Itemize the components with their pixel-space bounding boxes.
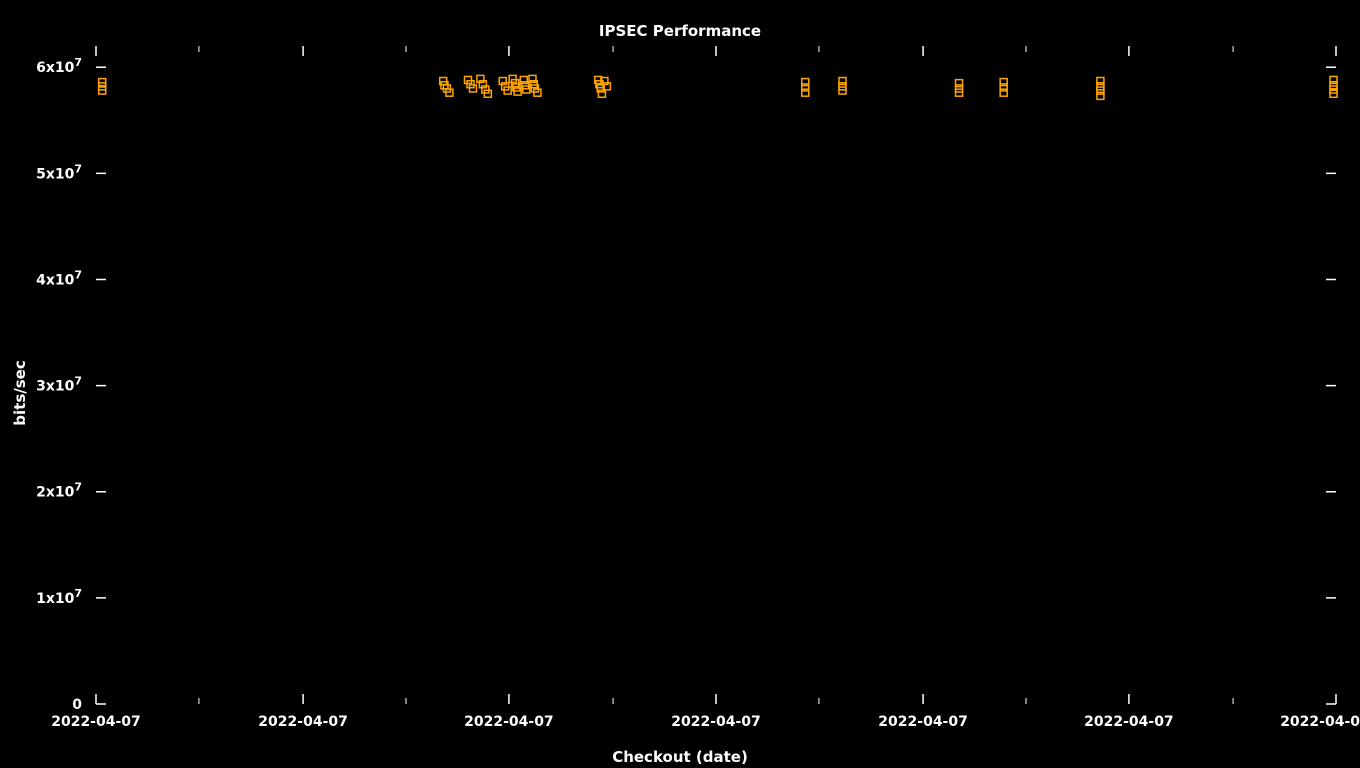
svg-text:5x107: 5x107 <box>36 162 82 182</box>
svg-text:3x107: 3x107 <box>36 375 82 395</box>
svg-text:6x107: 6x107 <box>36 56 82 76</box>
svg-text:1x107: 1x107 <box>36 587 82 607</box>
chart-container: IPSEC Performance Checkout (date) bits/s… <box>0 0 1360 768</box>
svg-text:2022-04-07: 2022-04-07 <box>464 714 554 730</box>
svg-text:4x107: 4x107 <box>36 268 82 288</box>
svg-text:2022-04-07: 2022-04-07 <box>1084 714 1174 730</box>
svg-text:2x107: 2x107 <box>36 481 82 501</box>
svg-text:2022-04-07: 2022-04-07 <box>878 714 968 730</box>
svg-text:0: 0 <box>72 697 82 713</box>
svg-text:2022-04-07: 2022-04-07 <box>51 714 141 730</box>
svg-text:2022-04-07: 2022-04-07 <box>258 714 348 730</box>
chart-plot-area: 0 1x107 2x107 3x107 4x107 5x107 6x107 2022-04-0… <box>0 0 1360 768</box>
svg-text:2022-04-07: 2022-04-07 <box>671 714 761 730</box>
svg-text:2022-04-0: 2022-04-0 <box>1280 714 1360 730</box>
